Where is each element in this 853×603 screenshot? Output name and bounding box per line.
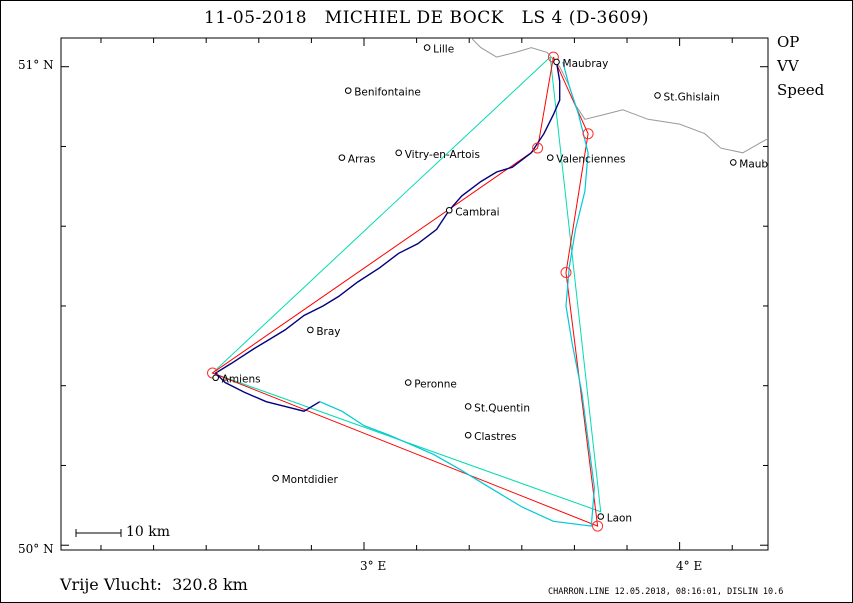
place-label: Maub <box>739 158 768 170</box>
place-marker-icon <box>338 154 346 161</box>
free-flight-distance: Vrije Vlucht: 320.8 km <box>60 575 248 594</box>
place-clastres[interactable]: Clastres <box>464 431 516 443</box>
place-label: Cambrai <box>455 206 499 218</box>
legend-op-label: OP <box>777 33 800 51</box>
turnpoint-marker <box>532 142 544 154</box>
place-bray[interactable]: Bray <box>307 326 341 338</box>
legend-op: OP <box>777 33 799 51</box>
lon-label-4: 4° E <box>676 559 703 573</box>
place-label: Clastres <box>474 431 516 443</box>
place-label: Maubray <box>563 58 609 70</box>
lon-label-3: 3° E <box>360 559 387 573</box>
place-marker-icon <box>212 374 219 382</box>
place-marker-icon <box>464 431 472 439</box>
place-laon[interactable]: Laon <box>597 513 632 525</box>
footer-info: CHARRON.LINE 12.05.2018, 08:16:01, DISLI… <box>548 587 784 597</box>
place-arras[interactable]: Arras <box>338 154 376 166</box>
place-montdidier[interactable]: Montdidier <box>272 474 339 486</box>
place-peronne[interactable]: Peronne <box>404 379 457 391</box>
place-marker-icon <box>404 379 412 386</box>
place-label: Arras <box>348 154 376 166</box>
legend-vv: VV <box>777 57 799 75</box>
place-cambrai[interactable]: Cambrai <box>445 206 500 218</box>
place-label: Lille <box>433 44 454 56</box>
place-label: Amiens <box>222 374 261 386</box>
place-label: Vitry-en-Artois <box>405 149 480 161</box>
scale-bar-label: 10 km <box>126 524 171 540</box>
legend-speed: Speed <box>777 81 824 99</box>
vv-route <box>211 56 599 527</box>
place-valenciennes[interactable]: Valenciennes <box>546 154 625 166</box>
place-marker-icon <box>307 326 314 334</box>
place-label: St.Quentin <box>474 402 530 414</box>
place-marker-icon <box>395 149 403 157</box>
legend-speed-label: Speed <box>777 81 825 99</box>
place-marker-icon <box>729 159 737 166</box>
place-marker-icon <box>553 58 560 66</box>
place-label: Peronne <box>414 379 457 391</box>
place-marker-icon <box>344 87 352 94</box>
place-label: Montdidier <box>282 474 339 486</box>
place-marker-icon <box>654 92 661 99</box>
place-st-quentin[interactable]: St.Quentin <box>464 402 530 414</box>
place-label: Valenciennes <box>556 154 625 166</box>
place-marker-icon <box>546 154 554 161</box>
place-label: Bray <box>316 326 340 338</box>
place-label: Laon <box>607 513 632 525</box>
turnpoint-marker <box>582 128 594 140</box>
place-label: St.Ghislain <box>664 91 720 103</box>
axis-ticks <box>61 38 768 550</box>
place-lille[interactable]: Lille <box>423 44 454 56</box>
turnpoint-marker <box>560 266 572 278</box>
place-marker-icon <box>272 474 279 482</box>
lat-label-50: 50° N <box>18 542 54 556</box>
country-border <box>470 38 768 154</box>
glider-id: LS 4 (D-3609) <box>521 8 649 28</box>
place-maubray[interactable]: Maubray <box>553 58 609 70</box>
flight-title: 11-05-2018 MICHIEL DE BOCK LS 4 (D-3609) <box>0 8 853 28</box>
flight-date: 11-05-2018 <box>204 8 308 28</box>
place-marker-icon <box>464 403 472 410</box>
place-marker-icon <box>423 44 431 51</box>
scale-bar <box>75 529 122 537</box>
place-marker-icon <box>597 513 605 520</box>
map-plot-area <box>60 37 769 551</box>
place-st-ghislain[interactable]: St.Ghislain <box>654 91 720 103</box>
place-label: Benifontaine <box>354 87 421 99</box>
pilot-name: MICHIEL DE BOCK <box>324 8 504 28</box>
flight-track-fast <box>319 61 596 527</box>
place-marker-icon <box>445 206 453 214</box>
place-benifontaine[interactable]: Benifontaine <box>344 87 421 99</box>
flight-track-slow <box>214 61 561 412</box>
place-amiens[interactable]: Amiens <box>212 374 261 386</box>
turnpoint-marker <box>592 520 604 532</box>
legend-vv-label: VV <box>777 57 799 75</box>
lat-label-51: 51° N <box>18 58 54 72</box>
place-vitry-en-artois[interactable]: Vitry-en-Artois <box>395 149 480 161</box>
place-markers: Lille Maubray Benifontaine St.Ghislain Arras… <box>212 44 768 525</box>
place-maub[interactable]: Maub <box>729 158 768 170</box>
